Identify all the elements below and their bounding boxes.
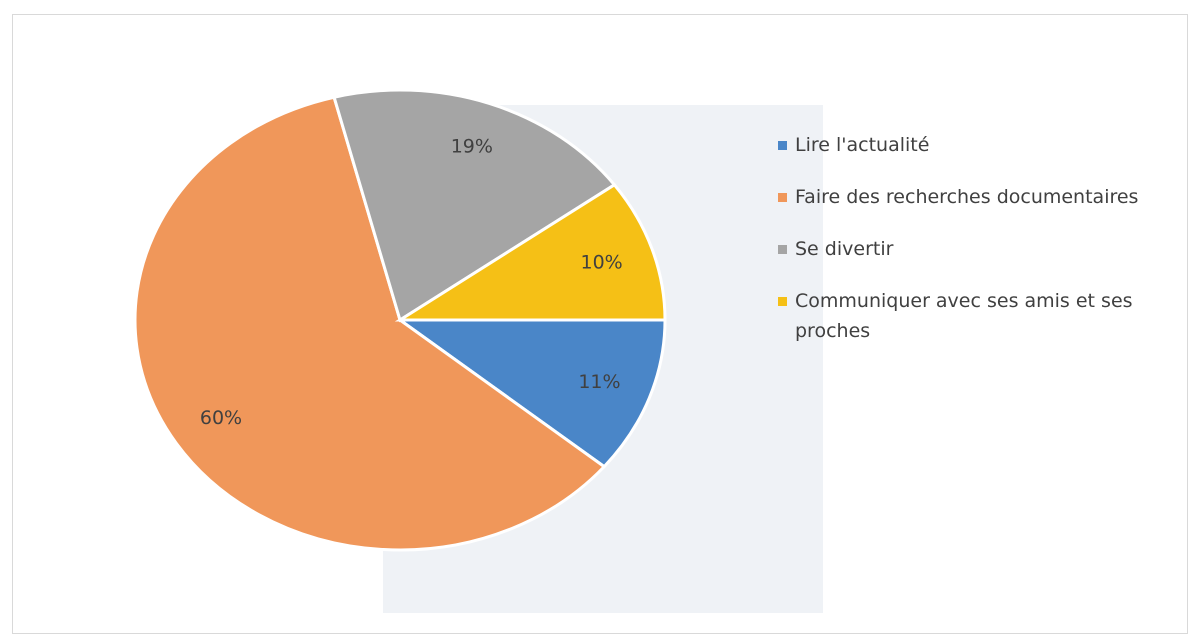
legend: Lire l'actualité Faire des recherches doc… <box>778 130 1158 368</box>
legend-swatch <box>778 141 787 150</box>
legend-entry: Se divertir <box>778 234 1158 264</box>
legend-label: Se divertir <box>795 234 893 264</box>
legend-entry: Communiquer avec ses amis et ses proches <box>778 286 1158 346</box>
legend-swatch <box>778 245 787 254</box>
legend-entry: Lire l'actualité <box>778 130 1158 160</box>
data-label: 19% <box>451 135 493 157</box>
data-label: 10% <box>581 252 623 274</box>
legend-label: Lire l'actualité <box>795 130 929 160</box>
legend-swatch <box>778 297 787 306</box>
legend-entry: Faire des recherches documentaires <box>778 182 1158 212</box>
legend-label: Faire des recherches documentaires <box>795 182 1138 212</box>
data-label: 11% <box>578 371 620 393</box>
page: {"chart_data": {"type": "pie", "categori… <box>0 0 1199 613</box>
data-label: 60% <box>200 407 242 429</box>
legend-swatch <box>778 193 787 202</box>
legend-label: Communiquer avec ses amis et ses proches <box>795 286 1155 346</box>
pie <box>135 90 665 550</box>
